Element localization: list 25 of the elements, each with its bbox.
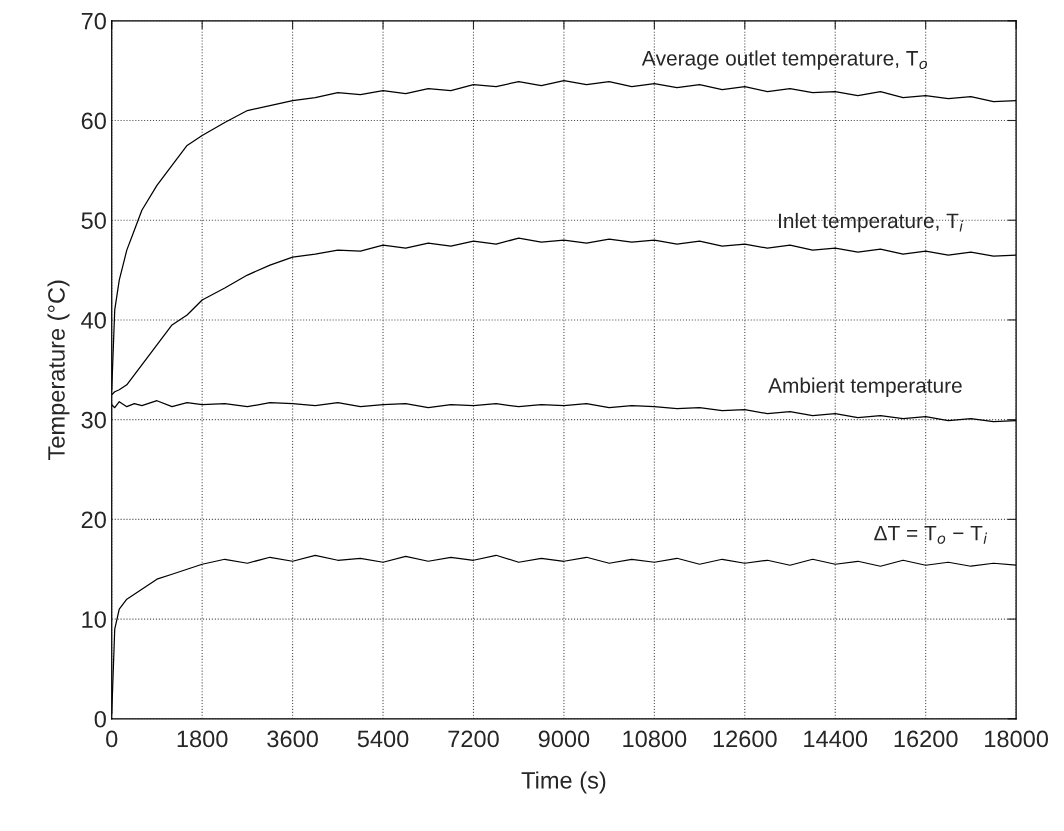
- x-tick-label: 14400: [804, 730, 868, 748]
- x-tick-label: 9000: [538, 730, 590, 748]
- annotation: Inlet temperature, T$_{i}$: [779, 212, 964, 233]
- x-axis-title: Time (s): [521, 771, 606, 794]
- y-tick-label: 70: [81, 12, 106, 30]
- y-tick-label: 60: [81, 112, 106, 130]
- y-tick-label: 40: [81, 312, 106, 329]
- x-tick-label: 12600: [713, 730, 777, 748]
- annotation: Average outlet temperature, T$_{o}$: [641, 50, 927, 70]
- x-tick-label: 16200: [894, 730, 958, 748]
- y-tick-label: 50: [81, 212, 106, 229]
- x-tick-label: 1800: [177, 730, 228, 748]
- y-tick-label: 10: [82, 611, 106, 628]
- y-tick-label: 20: [81, 511, 106, 529]
- y-axis-title: Temperature (°C): [47, 280, 70, 460]
- x-tick-label: 7200: [448, 730, 499, 748]
- x-tick-label: 10800: [623, 730, 687, 748]
- annotation: Ambient temperature: [768, 377, 962, 398]
- x-tick-label: 18000: [985, 730, 1049, 748]
- x-tick-label: 0: [106, 730, 118, 748]
- y-tick-label: 0: [94, 710, 106, 728]
- annotation: ΔT = T$_{o}$ − T$_{i}$: [874, 525, 988, 544]
- x-tick-label: 5400: [357, 730, 409, 748]
- y-tick-label: 30: [81, 411, 106, 429]
- x-tick-label: 3600: [267, 730, 318, 748]
